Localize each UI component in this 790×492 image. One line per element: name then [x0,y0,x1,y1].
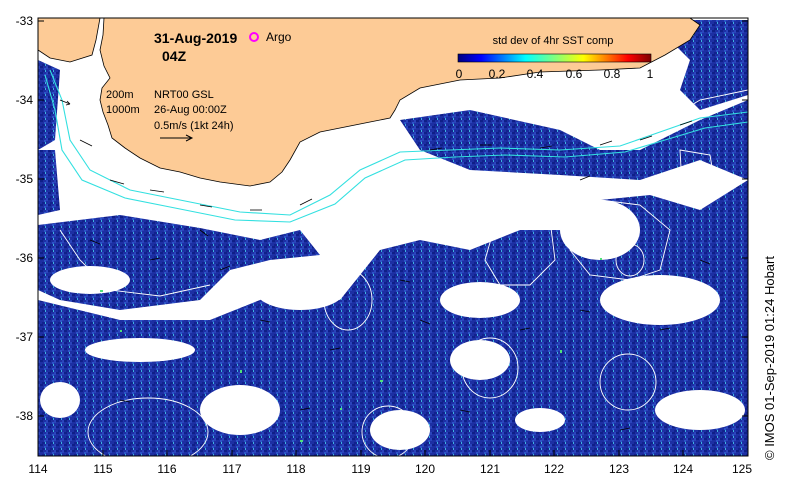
colorbar-tick: 0.6 [566,67,583,81]
velocity-arrows [59,99,711,431]
lat-label: -37 [16,330,34,344]
argo-marker-icon [249,32,259,42]
lon-label: 120 [415,462,435,476]
longitude-axis [37,450,749,456]
lon-label: 123 [609,462,629,476]
plot-frame [37,17,749,457]
credit-label: © IMOS 01-Sep-2019 01:24 Hobart [762,256,777,460]
high-variability-speckles [100,258,602,442]
lat-label: -34 [16,93,34,107]
lon-label: 117 [222,462,241,476]
latitude-axis [38,20,748,417]
contour-label-1000m: 1000m [106,104,140,116]
colorbar-legend: std dev of 4hr SST comp 0 0.2 0.4 0.6 0.… [456,35,654,81]
bathymetry-contours [44,69,748,223]
lon-label: 122 [544,462,564,476]
lon-label: 116 [157,462,176,476]
colorbar-tick: 0.8 [604,67,621,81]
colorbar-tick: 1 [647,67,654,81]
product-date: 26-Aug 00:00Z [154,104,227,116]
lon-label: 121 [480,462,500,476]
colorbar-title: std dev of 4hr SST comp [493,35,614,47]
date-label: 31-Aug-2019 [154,30,237,46]
colorbar-tick: 0.2 [489,67,506,81]
velocity-scale-arrow [160,134,194,142]
lon-label: 114 [28,462,47,476]
lat-label: -38 [16,409,34,423]
lat-label: -36 [16,251,34,265]
contour-label-200m: 200m [106,89,134,101]
land-cape-leeuwin [38,18,101,63]
argo-label: Argo [266,30,292,44]
lon-label: 125 [732,462,752,476]
lat-label: -33 [16,14,34,28]
lon-label: 119 [351,462,370,476]
colorbar-tick: 0 [456,67,463,81]
velocity-scale-label: 0.5m/s (1kt 24h) [154,120,233,132]
lat-label: -35 [16,172,34,186]
argo-legend: Argo [249,30,292,44]
product-label: NRT00 GSL [154,89,214,101]
lon-label: 124 [673,462,693,476]
colorbar [457,53,652,63]
sla-contours [59,89,748,456]
cloud-gaps [40,200,745,450]
time-label: 04Z [162,48,187,64]
colorbar-tick: 0.4 [527,67,544,81]
lon-label: 118 [286,462,305,476]
lon-label: 115 [93,462,112,476]
